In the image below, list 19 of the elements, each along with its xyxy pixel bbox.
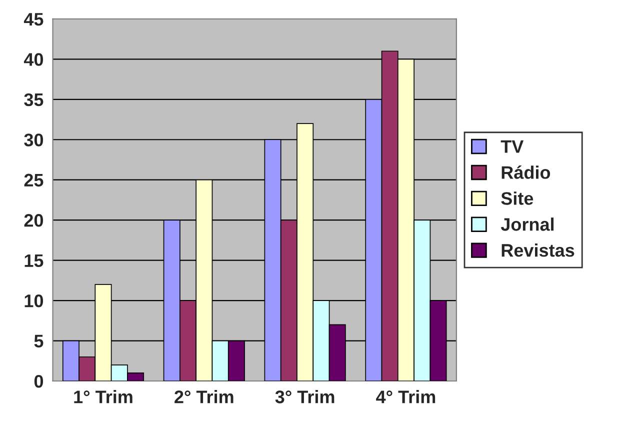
y-tick-label: 35 — [24, 93, 44, 106]
x-tick-label: 3° Trim — [275, 390, 334, 404]
y-tick-label: 45 — [24, 13, 44, 26]
y-tick-label: 15 — [24, 254, 44, 268]
y-tick-label: 25 — [24, 174, 44, 187]
x-tick-label: 2° Trim — [174, 390, 234, 404]
x-tick-label: 1° Trim — [74, 390, 132, 404]
x-tick-label: 4° Trim — [376, 390, 436, 404]
y-tick-label: 10 — [24, 294, 44, 308]
y-tick-label: 0 — [34, 374, 44, 388]
legend-label: Rádio — [502, 165, 550, 179]
legend-label: Site — [501, 192, 534, 205]
y-tick-label: 30 — [24, 134, 44, 146]
y-tick-label: 40 — [24, 53, 44, 66]
legend-label: Revistas — [502, 244, 574, 257]
y-tick-label: 20 — [24, 214, 44, 227]
legend-label: Jornal — [500, 218, 554, 231]
y-tick-label: 5 — [34, 334, 44, 348]
legend-label: TV — [500, 140, 524, 153]
